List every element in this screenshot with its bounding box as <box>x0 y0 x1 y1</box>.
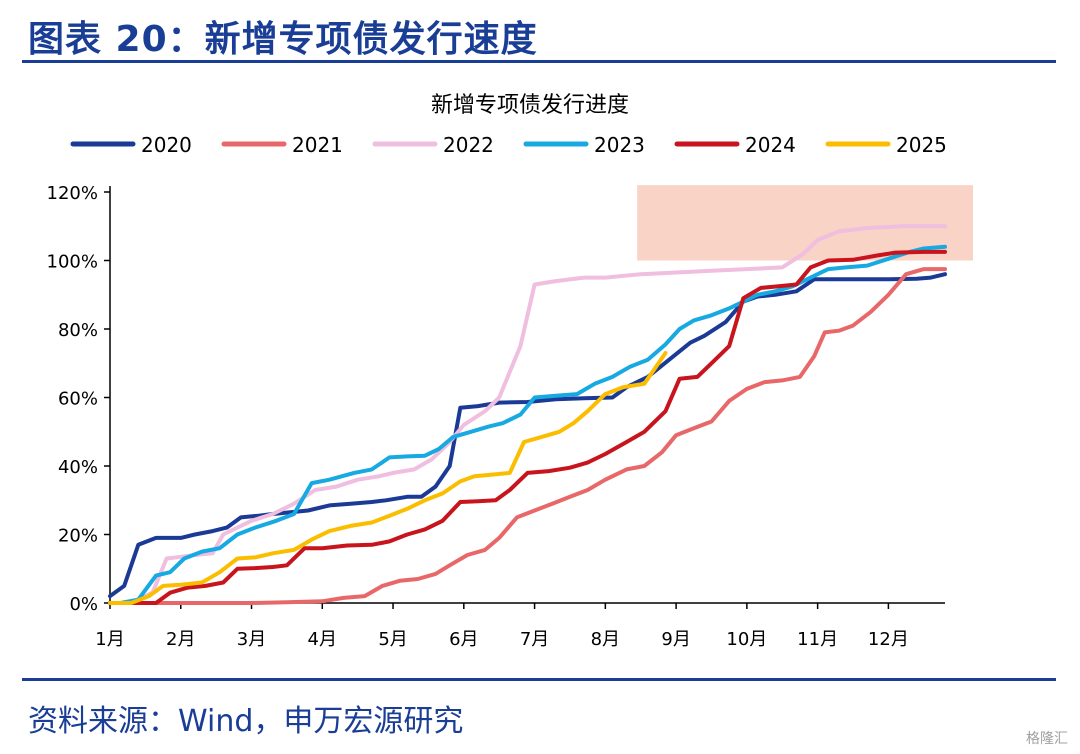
y-tick-label: 20% <box>58 526 98 547</box>
x-tick-label: 6月 <box>449 629 478 650</box>
source-note: 资料来源：Wind，申万宏源研究 <box>28 704 464 739</box>
legend: 2020 2021 2022 2023 2024 2025 <box>70 133 947 157</box>
figure-title: 图表 20：新增专项债发行速度 <box>28 19 538 60</box>
legend-label-2020: 2020 <box>141 133 192 157</box>
series-line-2023 <box>108 244 947 605</box>
watermark: 格隆汇 <box>1026 731 1068 747</box>
line-chart: 新增专项债发行进度 2020 2021 2022 2023 2024 2025 0% 20%… <box>47 93 973 650</box>
y-tick-label: 80% <box>58 320 98 341</box>
y-tick-label: 120% <box>47 183 98 204</box>
highlight-band-layer <box>637 185 973 261</box>
legend-label-2021: 2021 <box>292 133 343 157</box>
legend-label-2023: 2023 <box>594 133 645 157</box>
legend-label-2022: 2022 <box>443 133 494 157</box>
series-line-2020 <box>108 272 947 599</box>
legend-label-2025: 2025 <box>896 133 947 157</box>
series-line-2025 <box>108 351 668 605</box>
y-tick-label: 60% <box>58 389 98 410</box>
x-tick-label: 12月 <box>868 629 909 650</box>
source-divider <box>22 678 1056 681</box>
x-tick-label: 5月 <box>378 629 407 650</box>
chart-title: 新增专项债发行进度 <box>431 93 629 118</box>
y-tick-label: 100% <box>47 252 98 273</box>
x-tick-label: 7月 <box>520 629 549 650</box>
legend-label-2024: 2024 <box>745 133 796 157</box>
series-line-2024 <box>108 249 947 605</box>
x-tick-label: 1月 <box>95 629 124 650</box>
x-tick-label: 10月 <box>726 629 767 650</box>
y-tick-label: 0% <box>69 594 98 615</box>
title-divider <box>22 60 1056 63</box>
x-tick-label: 11月 <box>797 629 838 650</box>
x-tick-label: 8月 <box>591 629 620 650</box>
x-tick-label: 3月 <box>237 629 266 650</box>
highlight-band <box>637 185 973 261</box>
y-tick-label: 40% <box>58 457 98 478</box>
x-tick-label: 4月 <box>308 629 337 650</box>
x-tick-label: 9月 <box>661 629 690 650</box>
series-line-2021 <box>108 267 947 605</box>
series-layer <box>108 224 947 605</box>
series-line-2022 <box>108 224 947 605</box>
x-tick-label: 2月 <box>166 629 195 650</box>
